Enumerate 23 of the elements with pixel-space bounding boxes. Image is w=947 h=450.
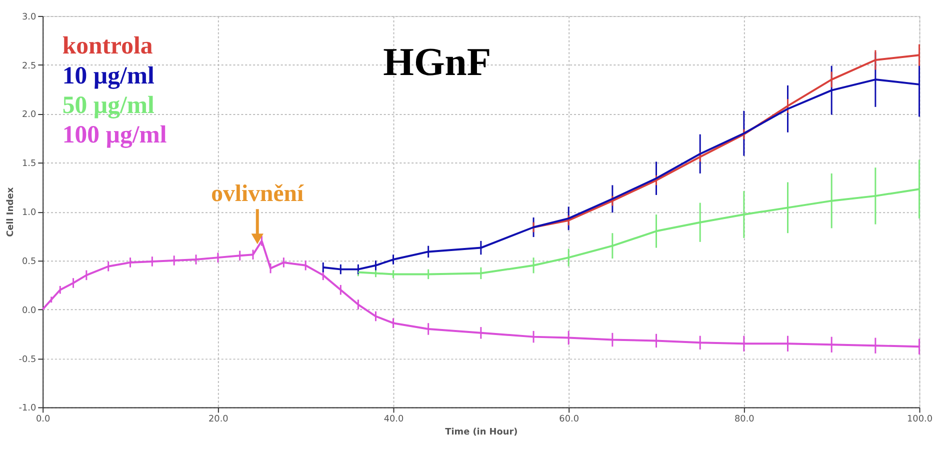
x-tick-label: 60.0	[559, 414, 580, 425]
y-tick-label: 1.5	[22, 159, 36, 170]
annotation: ovlivnění	[211, 181, 304, 208]
x-tick-label: 100.0	[907, 414, 933, 425]
x-axis-title: Time (in Hour)	[445, 427, 518, 438]
y-tick-label: 1.0	[22, 208, 36, 218]
annotation: HGnF	[383, 40, 492, 84]
y-tick-label: 2.5	[22, 61, 36, 72]
text: kontrola	[62, 32, 153, 60]
y-tick-label: 0.5	[22, 256, 36, 267]
x-tick-label: 40.0	[384, 414, 404, 425]
text: 100 µg/ml	[62, 122, 167, 149]
y-tick-label: 0.0	[22, 306, 36, 316]
y-tick-label: -1.0	[18, 404, 36, 414]
text: 50 µg/ml	[62, 92, 154, 120]
x-tick-label: 0.0	[36, 414, 50, 425]
y-tick-label: 2.0	[22, 110, 36, 120]
y-axis-title: Cell Index	[6, 187, 16, 237]
x-tick-label: 80.0	[734, 414, 755, 425]
y-tick-label: 3.0	[22, 12, 36, 22]
y-tick-label: -0.5	[18, 354, 36, 365]
x-tick-label: 20.0	[208, 414, 229, 425]
text: 10 µg/ml	[62, 62, 154, 90]
